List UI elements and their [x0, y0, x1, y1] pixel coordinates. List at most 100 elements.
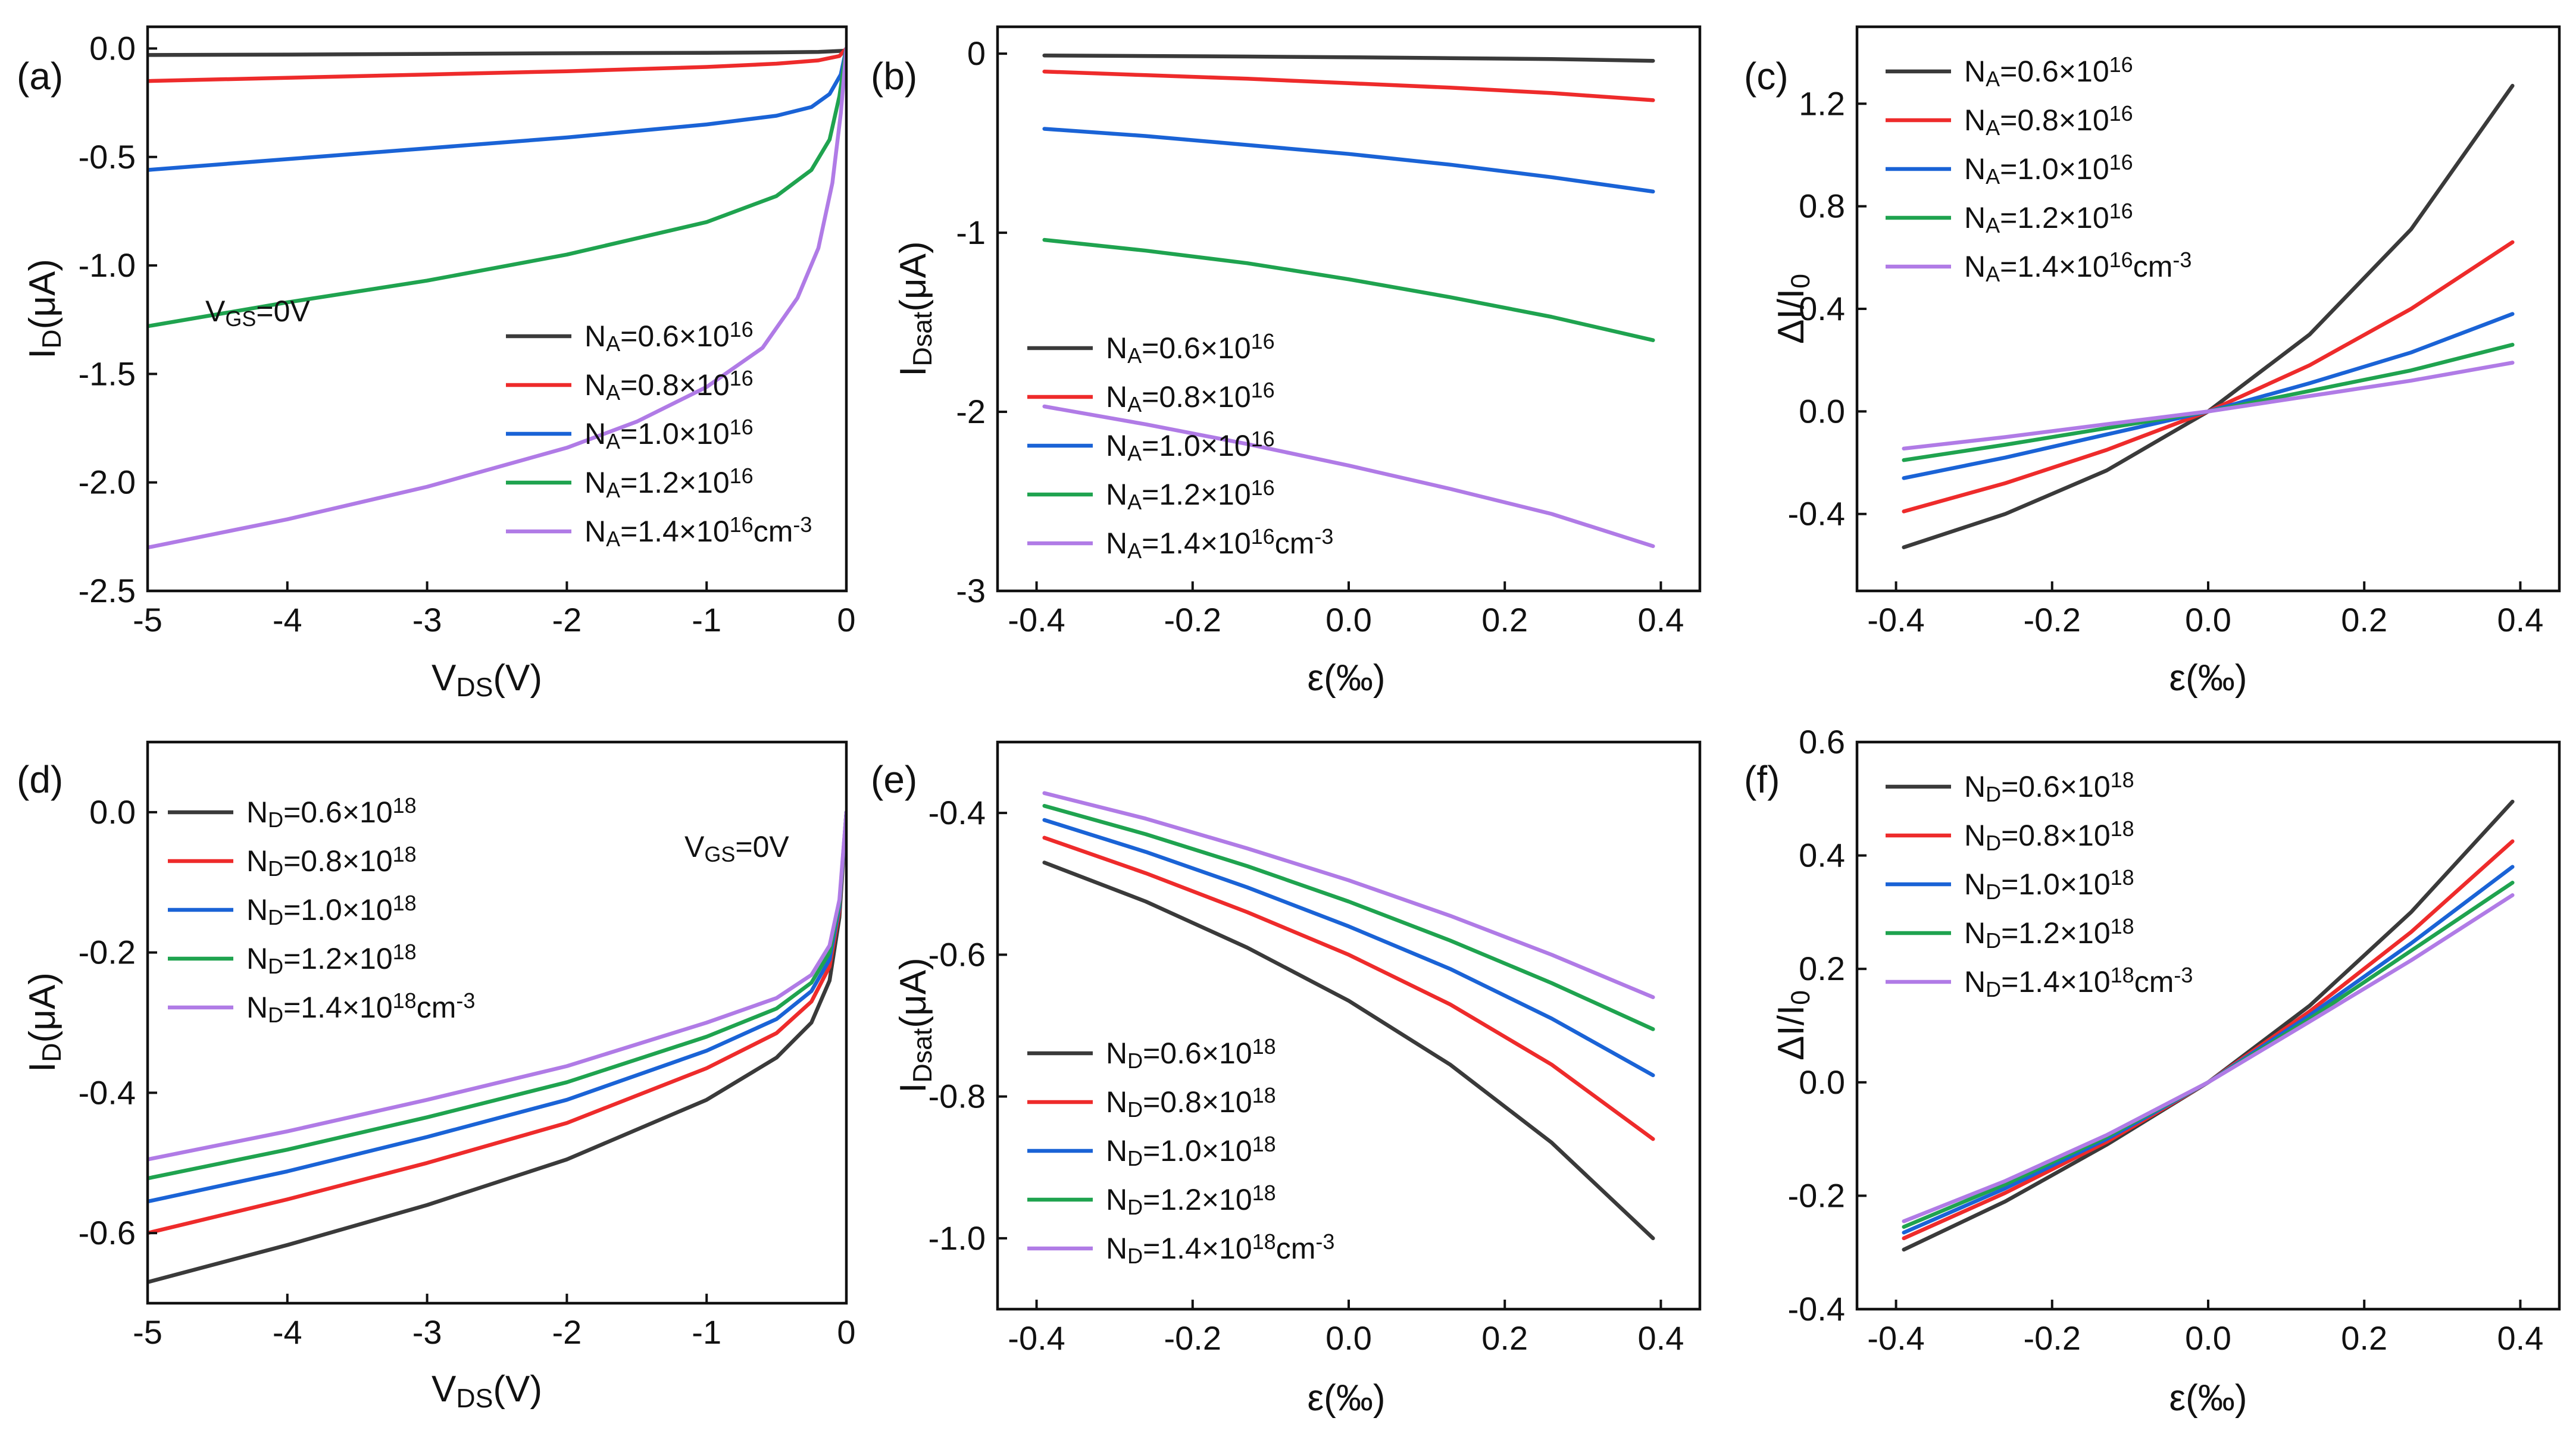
series-line-2 [148, 46, 846, 83]
legend-superscript: 16 [730, 366, 754, 390]
y-axis-label-base: ΔI/I [1771, 289, 1812, 344]
x-tick-label: -4 [273, 1313, 302, 1351]
legend-unit: cm [754, 515, 793, 548]
legend-mid: =0.6×10 [2001, 770, 2111, 803]
legend-superscript: 18 [2111, 914, 2134, 938]
vgs-annotation-subscript: GS [704, 842, 735, 866]
series-line-3 [1042, 127, 1655, 194]
y-axis-label-tail: (μA) [893, 241, 934, 311]
y-tick-label: 0.0 [1799, 392, 1845, 430]
series-line-3 [1902, 312, 2515, 480]
legend-pre: N [1106, 429, 1127, 462]
legend-entry-4: NA=1.2×1016 [1964, 199, 2133, 237]
x-axis-label: ε(‰) [2169, 658, 2247, 699]
legend-pre: N [1964, 916, 1986, 950]
legend-pre: N [1106, 1037, 1127, 1070]
x-tick-label: 0.4 [1638, 601, 1684, 639]
x-tick-label: -5 [133, 1313, 162, 1351]
y-tick-label: -1.5 [79, 355, 136, 392]
legend-superscript: 18 [393, 842, 417, 866]
legend-subscript: D [268, 808, 283, 832]
x-tick-label: 0.2 [1481, 601, 1528, 639]
legend-entry-3: NA=1.0×1016 [584, 415, 754, 453]
legend: ND=0.6×1018ND=0.8×1018ND=1.0×1018ND=1.2×… [1886, 768, 2193, 1002]
legend-superscript: 18 [2111, 865, 2134, 890]
x-tick-label: 0.2 [2341, 1319, 2387, 1357]
series-group [1902, 799, 2515, 1252]
y-axis-label: ID(μA) [22, 972, 67, 1072]
panel-f: -0.4 -0.2 0.0 0.2 0.4 -0.4 -0.2 0.0 0.2 0.4 0.6 ε(‰… [1744, 723, 2561, 1419]
series-line-3 [1042, 818, 1655, 1078]
legend-entry-5: NA=1.4×1016cm-3 [584, 512, 812, 551]
legend-mid: =1.4×10 [2000, 250, 2109, 283]
legend-entry-4: NA=1.2×1016 [1106, 475, 1275, 514]
y-axis-label-subscript: D [37, 329, 67, 348]
x-tick-label: -2 [552, 1313, 582, 1351]
legend-mid: =1.0×10 [1143, 1134, 1252, 1168]
legend-entry-5: ND=1.4×1018cm-3 [1964, 963, 2193, 1002]
y-tick-label: -1.0 [79, 246, 136, 284]
y-tick-label: -0.8 [929, 1078, 986, 1115]
y-axis-label-tail: (μA) [22, 259, 63, 329]
legend-superscript: 18 [1252, 1229, 1276, 1254]
legend-pre: N [1106, 1183, 1127, 1216]
y-tick-label: 0.6 [1799, 723, 1845, 761]
legend-superscript: 16 [730, 512, 754, 537]
legend-subscript: A [606, 429, 620, 453]
x-tick-label: -3 [412, 601, 442, 639]
legend-superscript: 16 [2109, 199, 2133, 223]
y-tick-label: 0.4 [1799, 290, 1845, 327]
series-line-1 [148, 48, 846, 57]
legend-subscript: A [1127, 539, 1142, 563]
legend-mid: =0.6×10 [1142, 331, 1251, 365]
x-axis-label-base: ε(‰) [2169, 1378, 2247, 1419]
x-tick-label: -0.4 [1008, 601, 1065, 639]
x-axis-label-base: V [432, 1369, 457, 1410]
series-line-1 [1042, 860, 1655, 1241]
legend-subscript: D [1127, 1097, 1143, 1122]
legend-subscript: D [1986, 831, 2001, 855]
legend-subscript: D [268, 954, 283, 978]
legend-mid: =0.8×10 [2001, 819, 2111, 852]
series-line-1 [148, 810, 846, 1284]
vgs-annotation: VGS=0V [205, 295, 310, 331]
x-tick-label: -0.4 [1867, 1319, 1925, 1357]
legend-subscript: D [1127, 1146, 1143, 1171]
x-tick-label: -0.4 [1867, 601, 1925, 639]
y-tick-label: -0.6 [79, 1214, 136, 1251]
vgs-annotation-base: V [205, 295, 226, 328]
x-tick-label: -3 [412, 1313, 442, 1351]
legend-pre: N [1106, 1134, 1127, 1168]
legend-pre: N [584, 466, 606, 499]
legend-subscript: D [1986, 880, 2001, 904]
x-tick-label: 0 [837, 1313, 855, 1351]
x-tick-label: -2 [552, 601, 582, 639]
y-tick-label: 1.2 [1799, 85, 1845, 122]
series-line-5 [1902, 361, 2515, 451]
x-tick-label: -0.2 [2024, 601, 2081, 639]
legend-entry-3: NA=1.0×1016 [1106, 427, 1275, 465]
legend-subscript: D [1127, 1195, 1143, 1219]
legend-entry-4: ND=1.2×1018 [246, 940, 417, 978]
y-axis-label: ΔI/I0 [1771, 990, 1815, 1060]
legend-unit: cm [2134, 965, 2174, 999]
legend-pre: N [1106, 527, 1127, 560]
legend-superscript: 18 [1252, 1034, 1276, 1059]
y-tick-label: -2.0 [79, 464, 136, 501]
y-axis-label-tail: (μA) [893, 957, 934, 1028]
panel-label: (a) [17, 55, 63, 98]
legend-superscript: 18 [1252, 1132, 1276, 1156]
legend-mid: =1.2×10 [620, 466, 730, 499]
vgs-annotation-base: V [684, 830, 705, 863]
x-axis-label-tail: (V) [493, 1369, 542, 1410]
x-axis-label-base: ε(‰) [2169, 658, 2247, 699]
legend: NA=0.6×1016NA=0.8×1016NA=1.0×1016NA=1.2×… [1886, 52, 2192, 286]
legend: NA=0.6×1016NA=0.8×1016NA=1.0×1016NA=1.2×… [1027, 329, 1333, 563]
legend-superscript: 16 [1251, 427, 1275, 451]
vgs-annotation-tail: =0V [735, 830, 789, 863]
legend-unit-exponent: -3 [793, 512, 812, 537]
y-tick-label: -0.5 [79, 138, 136, 176]
legend-subscript: A [1986, 262, 2000, 286]
legend-entry-2: NA=0.8×1016 [584, 366, 754, 405]
x-axis-label-base: ε(‰) [1308, 1378, 1386, 1419]
